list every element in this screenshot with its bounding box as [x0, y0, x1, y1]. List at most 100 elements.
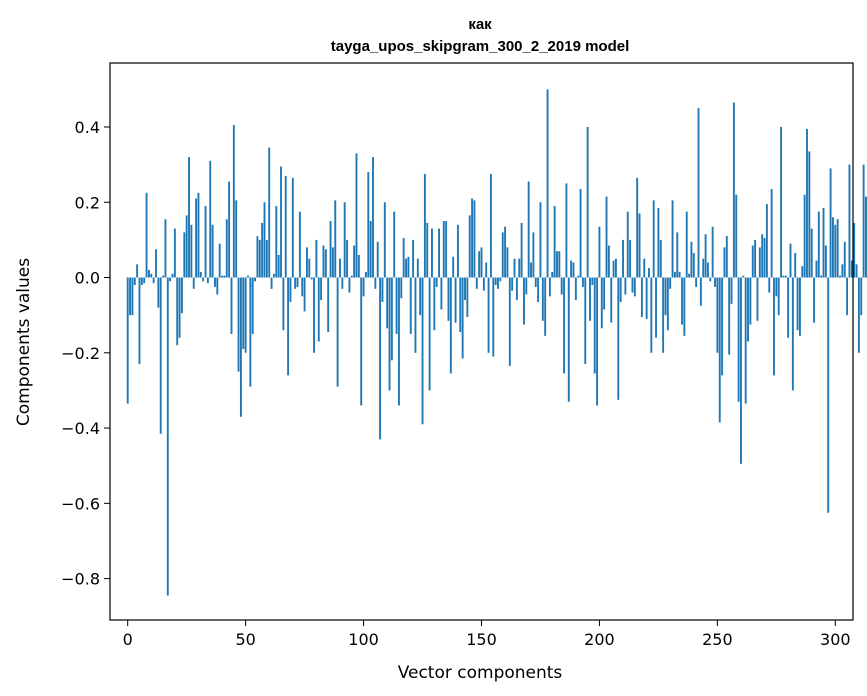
bar	[709, 277, 712, 282]
bar	[414, 277, 417, 353]
bar	[843, 241, 846, 278]
bar	[534, 277, 537, 287]
bar	[166, 277, 169, 596]
bar	[791, 277, 794, 391]
bar	[494, 277, 497, 286]
bar	[157, 277, 160, 308]
bar	[794, 253, 797, 278]
bar	[784, 275, 787, 278]
bar	[501, 232, 504, 278]
bar	[499, 277, 502, 282]
bar	[744, 277, 747, 404]
y-axis-label: Components values	[14, 258, 34, 426]
bar	[563, 277, 565, 374]
bar	[692, 253, 695, 278]
bar	[572, 262, 575, 278]
bar	[369, 221, 372, 278]
bar	[716, 277, 719, 353]
bar	[798, 277, 801, 336]
bar	[556, 251, 558, 278]
bar	[589, 277, 591, 321]
bar	[853, 222, 856, 278]
bar	[258, 239, 261, 278]
bar	[386, 277, 389, 329]
bar	[211, 224, 214, 278]
bar	[676, 232, 679, 278]
bar	[230, 277, 233, 334]
bar	[659, 239, 662, 278]
bar	[591, 277, 594, 286]
bar	[763, 238, 766, 278]
bar	[612, 260, 615, 278]
bar	[683, 277, 686, 336]
bar	[138, 277, 141, 365]
bar	[626, 211, 629, 278]
y-tick-label: −0.2	[61, 344, 100, 363]
bar	[718, 277, 721, 423]
bar	[247, 275, 249, 278]
bar	[513, 258, 516, 278]
bar	[520, 222, 523, 278]
bar	[678, 271, 681, 278]
bar	[381, 277, 384, 302]
bar	[327, 277, 330, 333]
bar	[308, 258, 311, 278]
bar	[655, 277, 657, 338]
bar	[452, 256, 455, 278]
bar	[532, 232, 535, 278]
bar	[836, 219, 839, 278]
bar	[596, 277, 599, 406]
bar	[810, 228, 813, 278]
bar	[445, 221, 448, 278]
bar	[251, 277, 254, 334]
bar	[487, 277, 490, 353]
bar	[301, 277, 304, 297]
bar	[438, 228, 440, 278]
bar	[765, 204, 768, 278]
bar	[206, 277, 209, 284]
bar	[357, 254, 360, 278]
bar	[695, 277, 698, 287]
bar	[485, 262, 488, 278]
bar	[640, 277, 643, 318]
bar	[405, 258, 407, 278]
bar	[136, 264, 139, 278]
bar	[815, 260, 818, 278]
bar	[395, 277, 398, 334]
bar	[475, 277, 478, 289]
bar	[150, 273, 153, 278]
bar	[839, 275, 841, 278]
bar	[289, 277, 292, 302]
bar	[433, 277, 436, 331]
bar	[164, 219, 167, 278]
bar	[860, 277, 863, 316]
bar	[171, 273, 174, 278]
bar	[185, 215, 188, 278]
bar	[346, 239, 348, 278]
bar	[518, 258, 521, 278]
bar	[152, 277, 155, 284]
bar	[622, 239, 624, 278]
bar	[768, 277, 771, 293]
bar	[862, 164, 865, 278]
bar	[447, 277, 450, 321]
bar	[586, 126, 589, 278]
bar	[497, 277, 499, 289]
bar	[173, 228, 176, 278]
bar	[617, 277, 620, 400]
bar	[409, 277, 412, 334]
bar	[449, 277, 452, 374]
bar	[272, 273, 275, 278]
bar	[827, 277, 830, 513]
bar	[169, 277, 172, 282]
bar	[801, 266, 804, 278]
bar	[147, 269, 150, 278]
bar	[341, 277, 344, 289]
bar	[657, 207, 660, 278]
bar	[650, 277, 653, 353]
bar	[473, 200, 476, 278]
bar	[770, 189, 773, 278]
bar	[567, 277, 570, 402]
bar	[539, 202, 542, 278]
